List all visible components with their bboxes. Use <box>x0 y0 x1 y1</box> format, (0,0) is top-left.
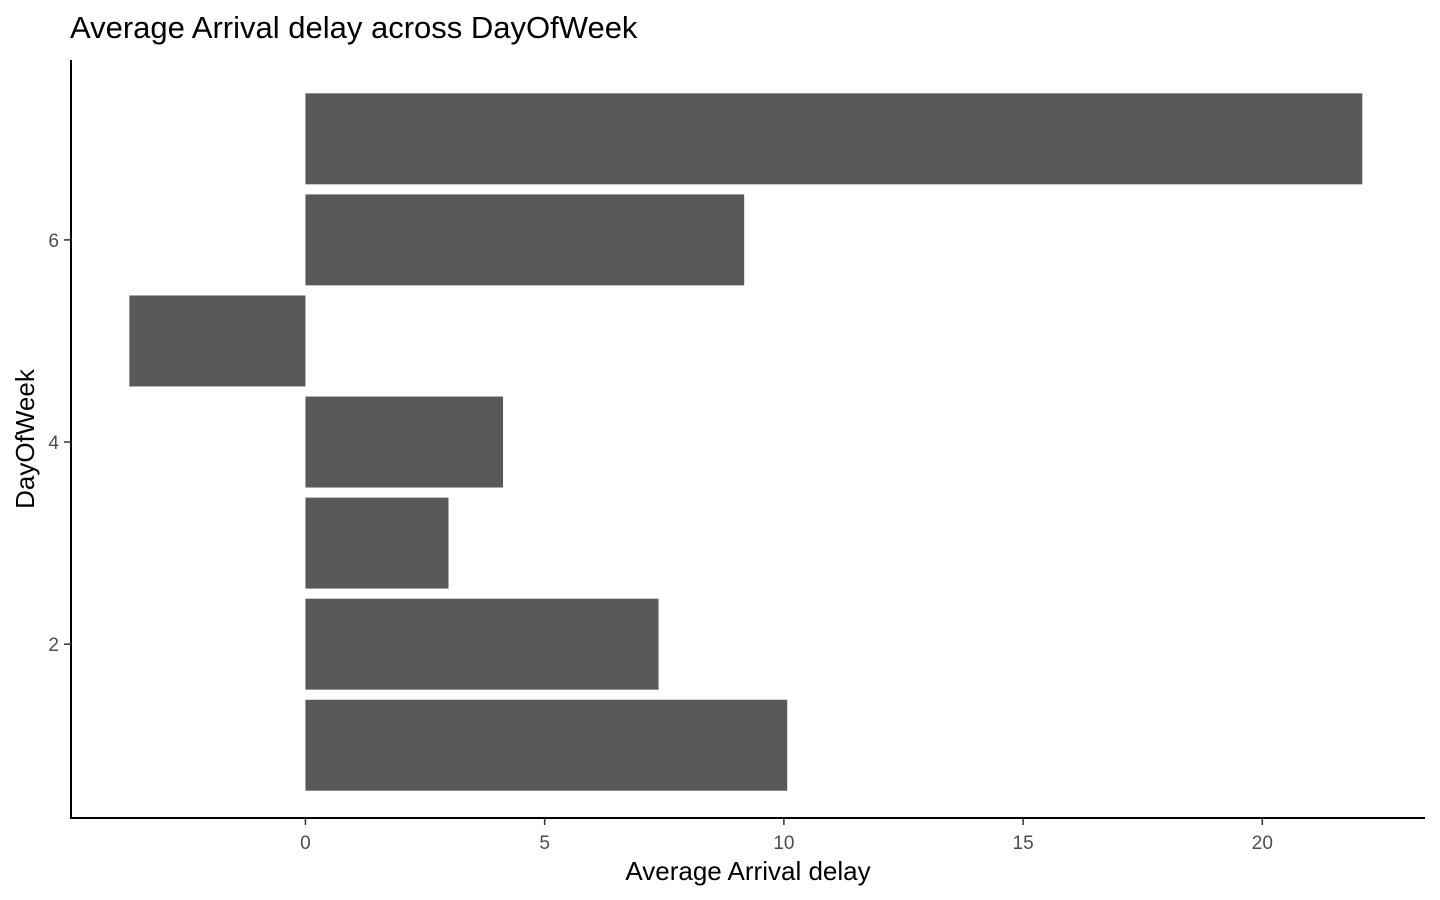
x-tick-label: 20 <box>1252 833 1273 854</box>
bar-day-5 <box>129 295 306 387</box>
y-tick-label: 2 <box>48 635 59 656</box>
bars-layer <box>129 93 1363 791</box>
bar-day-3 <box>305 497 449 589</box>
x-axis-title: Average Arrival delay <box>625 856 870 886</box>
bar-day-7 <box>305 93 1363 185</box>
y-axis-title: DayOfWeek <box>10 368 40 509</box>
y-tick-label: 4 <box>48 433 59 454</box>
bar-day-4 <box>305 396 504 488</box>
bar-day-2 <box>305 598 659 690</box>
x-tick-label: 5 <box>539 833 550 854</box>
chart-title: Average Arrival delay across DayOfWeek <box>70 10 638 45</box>
bar-day-1 <box>305 699 788 791</box>
y-ticks-layer: 2 4 6 <box>48 231 71 656</box>
x-tick-label: 15 <box>1013 833 1034 854</box>
x-tick-label: 0 <box>300 833 311 854</box>
bar-day-6 <box>305 194 745 286</box>
x-ticks-layer: 0 5 10 15 20 <box>300 818 1273 854</box>
x-tick-label: 10 <box>773 833 794 854</box>
y-tick-label: 6 <box>48 231 59 252</box>
